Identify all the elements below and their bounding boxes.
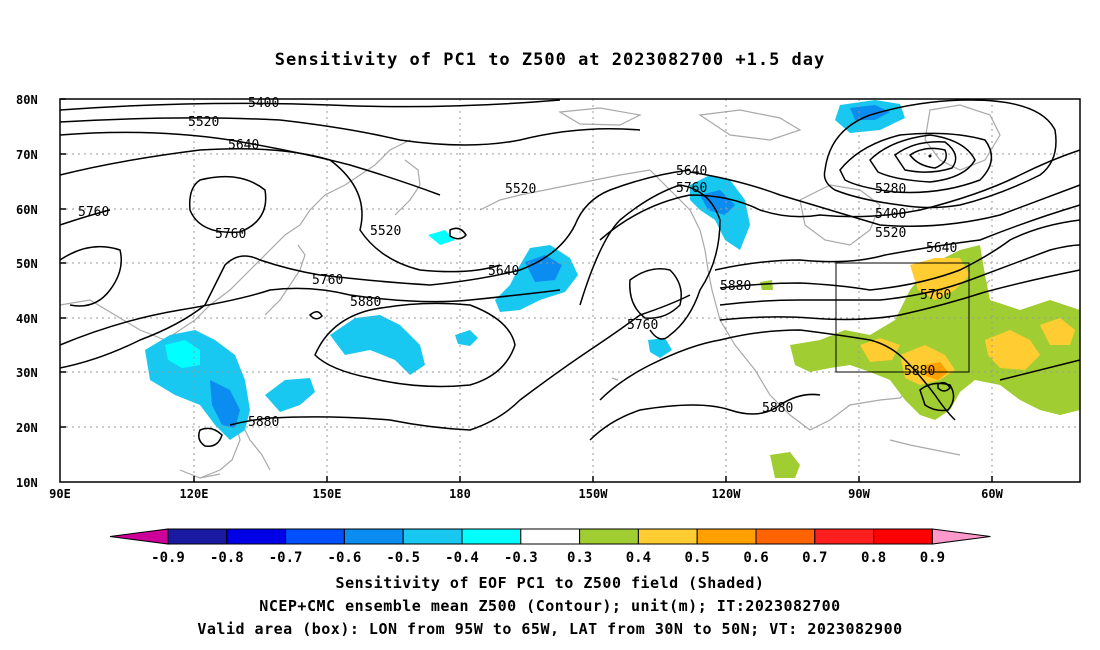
contour-label: 5760	[676, 181, 707, 196]
colorbar-tick-label: 0.7	[802, 550, 827, 566]
contour-label: 5760	[627, 318, 658, 333]
latitude-labels: 80N 70N 60N 50N 40N 30N 20N 10N	[16, 93, 38, 490]
colorbar-tick-label: -0.9	[151, 550, 185, 566]
colorbar-box	[285, 528, 345, 545]
colorbar-tick-label: 0.6	[743, 550, 768, 566]
colorbar-tick-label: 0.4	[626, 550, 651, 566]
contour-label: 5520	[875, 226, 906, 241]
contour-labels: 5400 5520 5640 5760 5760 5520 5520 5640 …	[78, 96, 957, 430]
contour-label: 5640	[488, 264, 519, 279]
colorbar-tick-label: -0.3	[504, 550, 538, 566]
contour-label: 5520	[188, 115, 219, 130]
lon-label: 120W	[712, 487, 742, 501]
colorbar-box	[637, 528, 698, 545]
lon-label: 60W	[981, 487, 1003, 501]
lon-label: 180	[449, 487, 471, 501]
contour-label: 5760	[920, 288, 951, 303]
colorbar-tick-label: -0.4	[445, 550, 479, 566]
valid-area-box	[835, 262, 970, 373]
colorbar-box	[814, 528, 875, 545]
contour-label: 5760	[215, 227, 246, 242]
positive-sensitivity-areas	[760, 245, 1080, 478]
lon-label: 150W	[579, 487, 609, 501]
colorbar-box	[873, 528, 933, 545]
colorbar	[109, 528, 991, 545]
colorbar-left-arrow	[109, 528, 169, 545]
lat-label: 80N	[16, 93, 38, 107]
contour-label: 5520	[370, 224, 401, 239]
colorbar-box	[520, 528, 581, 545]
z500-contours	[59, 99, 1081, 448]
contour-label: 5760	[78, 205, 109, 220]
colorbar-tick-label: -0.8	[210, 550, 244, 566]
lon-label: 90W	[848, 487, 870, 501]
low-center-marker	[928, 154, 932, 158]
lat-label: 20N	[16, 421, 38, 435]
colorbar-tick-label: -0.5	[386, 550, 420, 566]
colorbar-tick-label: -0.7	[269, 550, 303, 566]
colorbar-right-arrow	[931, 528, 991, 545]
contour-label: 5880	[720, 279, 751, 294]
contour-label: 5400	[875, 207, 906, 222]
colorbar-tick-label: 0.5	[685, 550, 710, 566]
footer-line-1: Sensitivity of EOF PC1 to Z500 field (Sh…	[335, 574, 765, 592]
contour-label: 5760	[312, 273, 343, 288]
colorbar-tick-label: 0.3	[567, 550, 592, 566]
contour-label: 5280	[875, 182, 906, 197]
gridlines	[60, 99, 1080, 482]
lon-label: 150E	[313, 487, 342, 501]
contour-label: 5880	[350, 295, 381, 310]
map-frame	[59, 98, 1081, 483]
map-panel: 5400 5520 5640 5760 5760 5520 5520 5640 …	[59, 96, 1081, 483]
colorbar-box	[755, 528, 816, 545]
lon-label: 120E	[180, 487, 209, 501]
contour-label: 5640	[676, 164, 707, 179]
lat-label: 30N	[16, 366, 38, 380]
lat-label: 40N	[16, 312, 38, 326]
lat-label: 70N	[16, 148, 38, 162]
contour-label: 5520	[505, 182, 536, 197]
longitude-labels: 90E 120E 150E 180 150W 120W 90W 60W	[49, 487, 1003, 501]
colorbar-box	[167, 528, 228, 545]
footer-line-3: Valid area (box): LON from 95W to 65W, L…	[197, 620, 903, 638]
lat-label: 50N	[16, 257, 38, 271]
figure-title: Sensitivity of PC1 to Z500 at 2023082700…	[274, 50, 826, 70]
contour-label: 5640	[228, 138, 259, 153]
colorbar-box	[402, 528, 463, 545]
lat-label: 10N	[16, 476, 38, 490]
footer-line-2: NCEP+CMC ensemble mean Z500 (Contour); u…	[259, 597, 841, 615]
colorbar-box	[579, 528, 639, 545]
colorbar-box	[461, 528, 522, 545]
contour-label: 5880	[248, 415, 279, 430]
colorbar-box	[696, 528, 757, 545]
colorbar-tick-label: 0.8	[861, 550, 886, 566]
colorbar-tick-label: -0.6	[328, 550, 362, 566]
colorbar-box	[343, 528, 404, 545]
lat-label: 60N	[16, 203, 38, 217]
colorbar-tick-label: 0.9	[920, 550, 945, 566]
colorbar-labels: -0.9 -0.8 -0.7 -0.6 -0.5 -0.4 -0.3 0.3 0.4 0.5 0.6…	[151, 550, 945, 566]
negative-sensitivity-areas	[145, 100, 905, 440]
contour-label: 5880	[762, 401, 793, 416]
colorbar-box	[226, 528, 287, 545]
lon-label: 90E	[49, 487, 71, 501]
contour-label: 5640	[926, 241, 957, 256]
axis-ticks	[60, 98, 993, 482]
